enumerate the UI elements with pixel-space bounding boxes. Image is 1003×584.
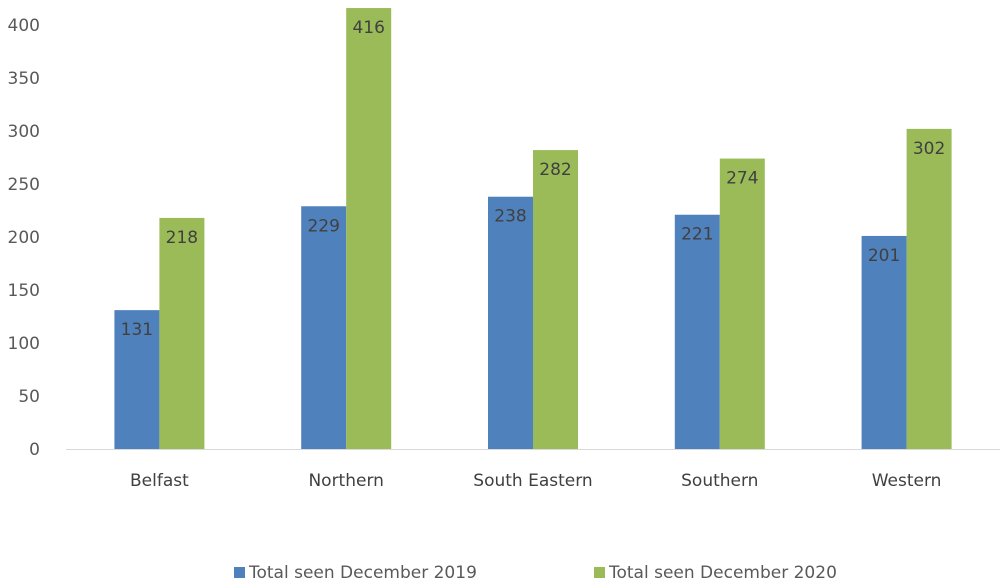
bar-dec-2020-western [906, 128, 952, 449]
legend-label: Total seen December 2020 [608, 563, 837, 583]
y-tick-label: 50 [18, 387, 40, 407]
bar-dec-2020-southern [719, 158, 765, 449]
bar-dec-2019-western [861, 235, 907, 449]
y-tick-label: 150 [8, 281, 40, 301]
y-tick-label: 350 [8, 69, 40, 89]
x-tick-label: South Eastern [473, 471, 592, 491]
y-tick-label: 100 [8, 334, 40, 354]
y-tick-label: 200 [8, 228, 40, 248]
data-label: 238 [494, 207, 526, 227]
y-tick-label: 0 [29, 440, 40, 460]
bars [114, 8, 952, 449]
data-label: 131 [121, 320, 153, 340]
legend: Total seen December 2019 Total seen Decem… [234, 563, 837, 583]
data-label: 274 [726, 169, 758, 189]
x-tick-label: Southern [681, 471, 758, 491]
x-tick-label: Northern [308, 471, 383, 491]
data-label: 282 [539, 160, 571, 180]
data-label: 302 [913, 139, 945, 159]
bar-dec-2019-belfast [114, 310, 160, 449]
data-label: 201 [868, 246, 900, 266]
data-labels: 131 218 229 416 238 282 221 274 201 302 [121, 18, 946, 340]
bar-dec-2019-south-eastern [488, 196, 533, 449]
bar-dec-2020-northern [346, 8, 392, 449]
x-tick-label: Belfast [130, 471, 189, 491]
y-axis: 0 50 100 150 200 250 300 350 400 [8, 16, 40, 460]
legend-swatch [594, 567, 605, 578]
bar-dec-2020-belfast [159, 217, 205, 449]
bar-dec-2019-northern [301, 206, 347, 449]
y-tick-label: 400 [8, 16, 40, 36]
data-label: 221 [681, 225, 713, 245]
data-label: 229 [307, 216, 339, 236]
data-label: 416 [352, 18, 384, 38]
bar-dec-2020-south-eastern [533, 150, 578, 449]
legend-label: Total seen December 2019 [248, 563, 477, 583]
bar-dec-2019-southern [674, 214, 720, 449]
x-tick-label: Western [872, 471, 942, 491]
legend-swatch [234, 567, 245, 578]
x-axis: Belfast Northern South Eastern Southern West… [130, 471, 941, 491]
data-label: 218 [166, 228, 198, 248]
y-tick-label: 250 [8, 175, 40, 195]
y-tick-label: 300 [8, 122, 40, 142]
